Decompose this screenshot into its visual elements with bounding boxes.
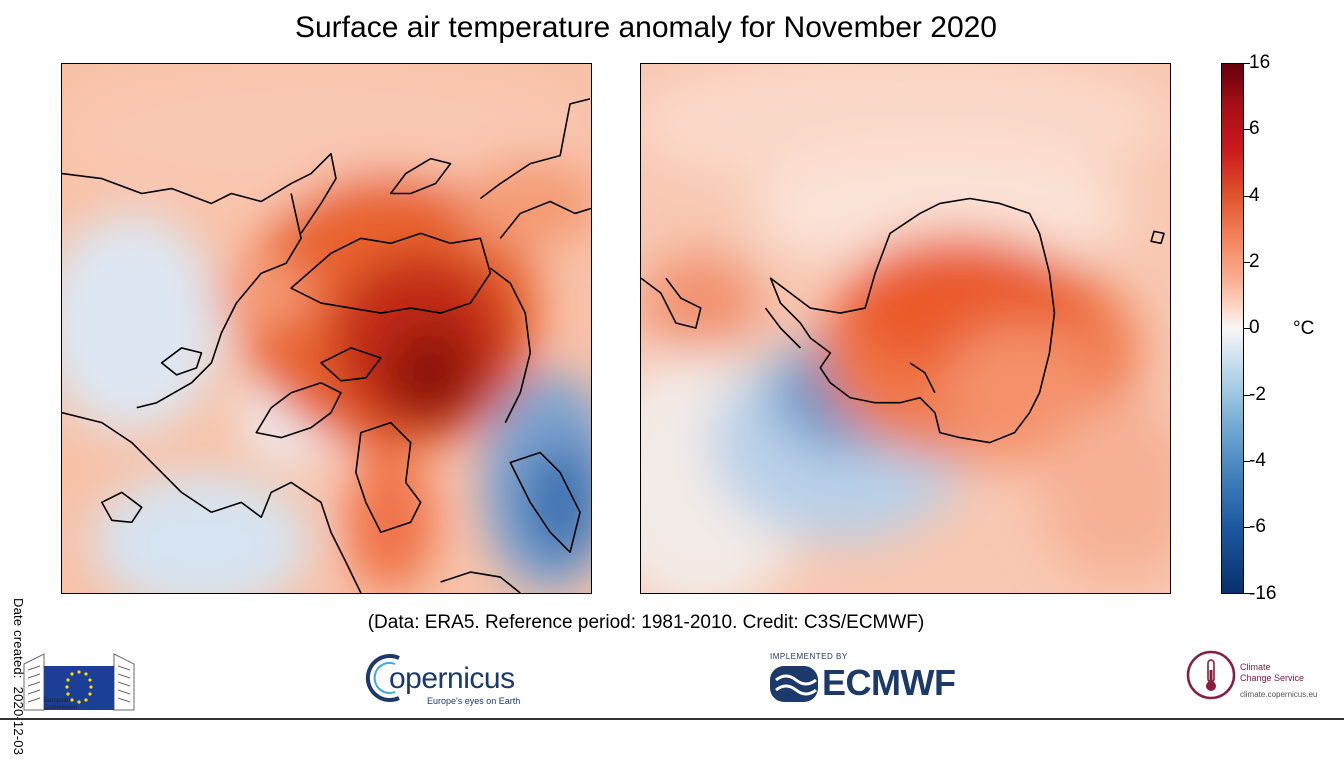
colorbar-label: 16 (1249, 52, 1271, 73)
chart-title: Surface air temperature anomaly for Nove… (294, 11, 997, 44)
ec-wordmark: European Commission (44, 698, 77, 712)
eu-flag-icon (44, 666, 114, 710)
southern-hemisphere-map (640, 63, 1171, 594)
copernicus-logo: opernicus Europe's eyes on Earth (365, 646, 525, 706)
data-credit: (Data: ERA5. Reference period: 1981-2010… (367, 612, 925, 633)
c3s-wordmark: Climate Change Service (1240, 662, 1304, 684)
copernicus-wordmark: opernicus (389, 662, 515, 695)
c3s-line2: Change Service (1240, 673, 1305, 683)
colorbar-label: 4 (1249, 185, 1260, 206)
logo-strip: European Commission opernicus Europe's e… (0, 640, 1344, 722)
copernicus-tagline: Europe's eyes on Earth (427, 696, 521, 706)
colorbar-label: -6 (1249, 516, 1266, 537)
colorbar-label: 0 (1249, 317, 1260, 338)
colorbar-tick (1244, 63, 1250, 64)
ecmwf-wave-icon (770, 666, 818, 702)
colorbar-label: -2 (1249, 384, 1266, 405)
ec-line1: European (44, 698, 71, 704)
colorbar-unit: °C (1293, 318, 1315, 339)
european-commission-logo: European Commission (20, 640, 136, 720)
thermometer-icon (1186, 650, 1236, 700)
ecmwf-wordmark: ECMWF (822, 662, 956, 703)
colorbar-label: -16 (1249, 583, 1277, 604)
colorbar-tick (1244, 461, 1250, 462)
climate-change-service-logo: Climate Change Service climate.copernicu… (1186, 646, 1336, 706)
ec-line2: Commission (44, 705, 78, 711)
northern-hemisphere-map (61, 63, 592, 594)
ec-building-icon (23, 653, 135, 711)
c3s-url: climate.copernicus.eu (1240, 690, 1318, 699)
colorbar-label: 2 (1249, 251, 1260, 272)
colorbar-tick (1244, 262, 1250, 263)
bottom-divider (0, 718, 1344, 720)
colorbar-tick (1244, 196, 1250, 197)
ecmwf-logo: IMPLEMENTED BY ECMWF (770, 652, 970, 703)
colorbar-label: -4 (1249, 450, 1266, 471)
c3s-line1: Climate (1240, 662, 1271, 672)
colorbar-tick (1244, 395, 1250, 396)
copernicus-c-icon (365, 654, 400, 702)
colorbar-label: 6 (1249, 118, 1260, 139)
colorbar-tick (1244, 593, 1250, 594)
colorbar-tick (1244, 527, 1250, 528)
colorbar-tick (1244, 328, 1250, 329)
colorbar-tick (1244, 129, 1250, 130)
ecmwf-implemented-by: IMPLEMENTED BY (770, 652, 848, 661)
colorbar (1221, 63, 1244, 594)
